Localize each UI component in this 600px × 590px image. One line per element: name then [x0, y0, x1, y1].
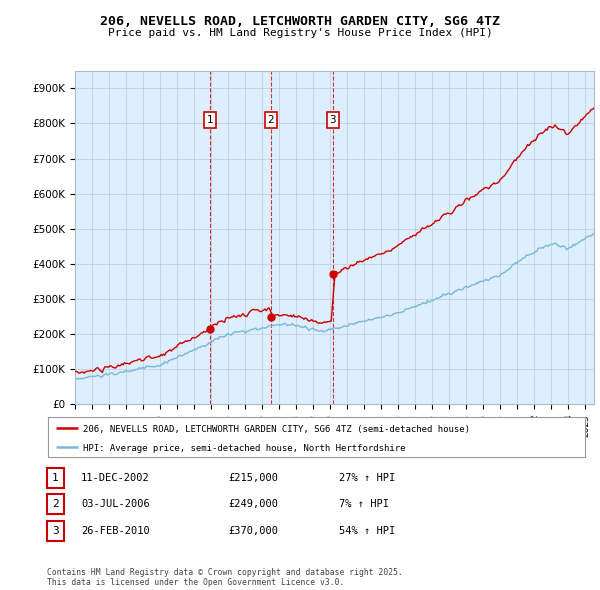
- Text: 206, NEVELLS ROAD, LETCHWORTH GARDEN CITY, SG6 4TZ (semi-detached house): 206, NEVELLS ROAD, LETCHWORTH GARDEN CIT…: [83, 425, 470, 434]
- Text: Price paid vs. HM Land Registry's House Price Index (HPI): Price paid vs. HM Land Registry's House …: [107, 28, 493, 38]
- Text: 54% ↑ HPI: 54% ↑ HPI: [339, 526, 395, 536]
- Text: £370,000: £370,000: [228, 526, 278, 536]
- Text: 2: 2: [268, 115, 274, 125]
- Text: £249,000: £249,000: [228, 500, 278, 509]
- Text: 1: 1: [207, 115, 214, 125]
- Text: 206, NEVELLS ROAD, LETCHWORTH GARDEN CITY, SG6 4TZ: 206, NEVELLS ROAD, LETCHWORTH GARDEN CIT…: [100, 15, 500, 28]
- Text: 2: 2: [52, 500, 59, 509]
- Text: HPI: Average price, semi-detached house, North Hertfordshire: HPI: Average price, semi-detached house,…: [83, 444, 406, 453]
- Text: Contains HM Land Registry data © Crown copyright and database right 2025.
This d: Contains HM Land Registry data © Crown c…: [47, 568, 403, 587]
- Text: £215,000: £215,000: [228, 473, 278, 483]
- Text: 03-JUL-2006: 03-JUL-2006: [81, 500, 150, 509]
- Text: 26-FEB-2010: 26-FEB-2010: [81, 526, 150, 536]
- Text: 11-DEC-2002: 11-DEC-2002: [81, 473, 150, 483]
- Text: 1: 1: [52, 473, 59, 483]
- Text: 3: 3: [52, 526, 59, 536]
- Text: 7% ↑ HPI: 7% ↑ HPI: [339, 500, 389, 509]
- Text: 3: 3: [329, 115, 336, 125]
- Text: 27% ↑ HPI: 27% ↑ HPI: [339, 473, 395, 483]
